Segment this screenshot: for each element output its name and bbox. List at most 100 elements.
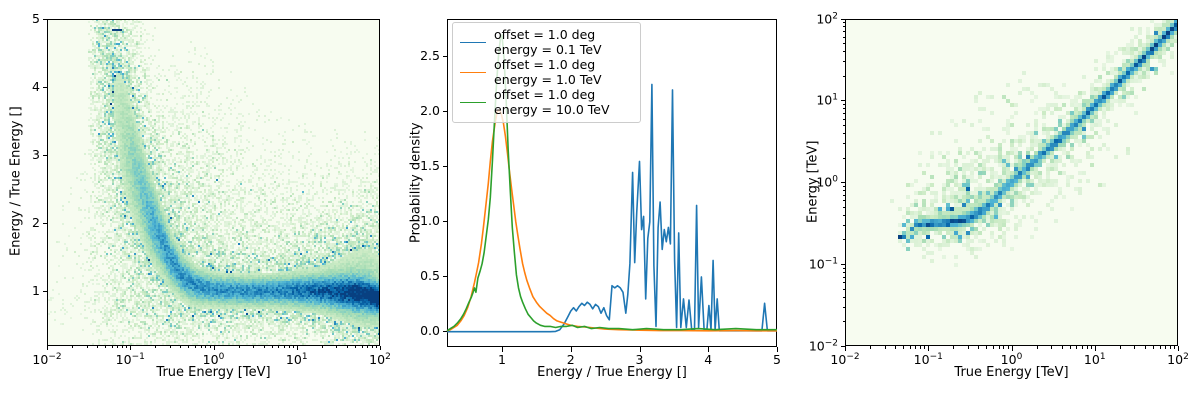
y-minor-tick: [842, 157, 845, 159]
legend-entry: offset = 1.0 deg energy = 1.0 TeV: [460, 57, 632, 87]
legend: offset = 1.0 deg energy = 0.1 TeV offset…: [452, 22, 641, 123]
y-tick: [840, 264, 845, 266]
y-minor-tick: [842, 36, 845, 38]
x-minor-tick: [238, 345, 240, 348]
x-tick: [639, 347, 641, 352]
x-minor-tick: [884, 346, 886, 349]
x-minor-tick: [263, 345, 265, 348]
x-minor-tick: [895, 346, 897, 349]
x-minor-tick: [205, 345, 207, 348]
x-minor-tick: [953, 346, 955, 349]
x-minor-tick: [169, 345, 171, 348]
legend-text-line: energy = 0.1 TeV: [494, 41, 602, 57]
x-axis-label-middle: Energy / True Energy []: [537, 365, 687, 380]
legend-text-line: offset = 1.0 deg: [494, 27, 596, 42]
heatmap-canvas: [845, 19, 1178, 346]
y-tick: [840, 18, 845, 20]
y-tick: [442, 331, 447, 333]
x-minor-tick: [105, 345, 107, 348]
y-minor-tick: [842, 43, 845, 45]
legend-entry-label: offset = 1.0 deg energy = 1.0 TeV: [494, 57, 602, 87]
y-minor-tick: [842, 321, 845, 323]
x-minor-tick: [993, 346, 995, 349]
y-minor-tick: [842, 132, 845, 134]
y-tick: [42, 154, 47, 156]
y-minor-tick: [842, 276, 845, 278]
x-minor-tick: [367, 345, 369, 348]
x-minor-tick: [321, 345, 323, 348]
legend-text-line: offset = 1.0 deg: [494, 87, 596, 102]
x-minor-tick: [111, 345, 113, 348]
y-tick: [42, 222, 47, 224]
x-minor-tick: [1174, 346, 1176, 349]
x-minor-tick: [998, 346, 1000, 349]
heatmap-canvas: [47, 19, 380, 345]
x-tick-label: 1: [498, 352, 506, 367]
y-minor-tick: [842, 239, 845, 241]
x-tick: [928, 346, 930, 351]
x-minor-tick: [180, 345, 182, 348]
x-minor-tick: [1119, 346, 1121, 349]
x-minor-tick: [283, 345, 285, 348]
y-tick: [442, 166, 447, 168]
x-tick: [570, 347, 572, 352]
y-tick-label: 3: [32, 146, 40, 162]
y-axis-label-left: Energy / True Energy []: [8, 106, 24, 257]
x-minor-tick: [870, 346, 872, 349]
x-minor-tick: [903, 346, 905, 349]
y-minor-tick: [842, 288, 845, 290]
x-minor-tick: [1061, 346, 1063, 349]
y-tick-label: 5: [32, 10, 40, 26]
x-tick: [845, 346, 846, 351]
x-tick-label: 10−2: [830, 352, 860, 367]
x-tick: [47, 345, 48, 350]
y-minor-tick: [842, 75, 845, 77]
x-tick-label: 100: [202, 351, 225, 367]
y-minor-tick: [842, 206, 845, 208]
x-tick: [130, 345, 132, 350]
x-minor-tick: [967, 346, 969, 349]
x-tick-label: 10−1: [115, 351, 145, 367]
legend-line-sample-orange: [460, 72, 486, 73]
x-minor-tick: [1169, 346, 1171, 349]
y-axis-label-right: Energy [TeV]: [805, 140, 821, 224]
legend-text-line: energy = 10.0 TeV: [494, 101, 610, 117]
y-minor-tick: [842, 194, 845, 196]
x-minor-tick: [200, 345, 202, 348]
y-minor-tick: [842, 282, 845, 284]
y-minor-tick: [842, 61, 845, 63]
y-tick: [42, 291, 47, 292]
y-tick: [840, 100, 845, 102]
x-minor-tick: [271, 345, 273, 348]
y-minor-tick: [842, 108, 845, 110]
x-minor-tick: [1090, 346, 1092, 349]
x-minor-tick: [155, 345, 157, 348]
x-minor-tick: [1144, 346, 1146, 349]
x-minor-tick: [278, 345, 280, 348]
x-minor-tick: [1069, 346, 1071, 349]
x-minor-tick: [1007, 346, 1009, 349]
y-minor-tick: [842, 113, 845, 115]
y-minor-tick: [842, 125, 845, 127]
y-axis-label-middle: Probability density: [408, 122, 424, 243]
x-minor-tick: [1086, 346, 1088, 349]
x-tick: [502, 347, 503, 352]
x-minor-tick: [915, 346, 917, 349]
x-tick-label: 102: [1167, 352, 1189, 367]
y-minor-tick: [842, 26, 845, 28]
x-minor-tick: [978, 346, 980, 349]
x-minor-tick: [354, 345, 356, 348]
y-minor-tick: [842, 104, 845, 106]
x-tick: [380, 345, 381, 350]
y-minor-tick: [842, 143, 845, 145]
x-minor-tick: [346, 345, 348, 348]
x-tick: [1094, 346, 1096, 351]
legend-entry: offset = 1.0 deg energy = 0.1 TeV: [460, 27, 632, 57]
y-tick: [442, 221, 447, 223]
y-tick: [840, 182, 845, 184]
x-tick-label: 101: [285, 351, 308, 367]
axes-frame: [47, 18, 380, 346]
legend-line-sample-green: [460, 102, 486, 103]
x-minor-tick: [126, 345, 128, 348]
